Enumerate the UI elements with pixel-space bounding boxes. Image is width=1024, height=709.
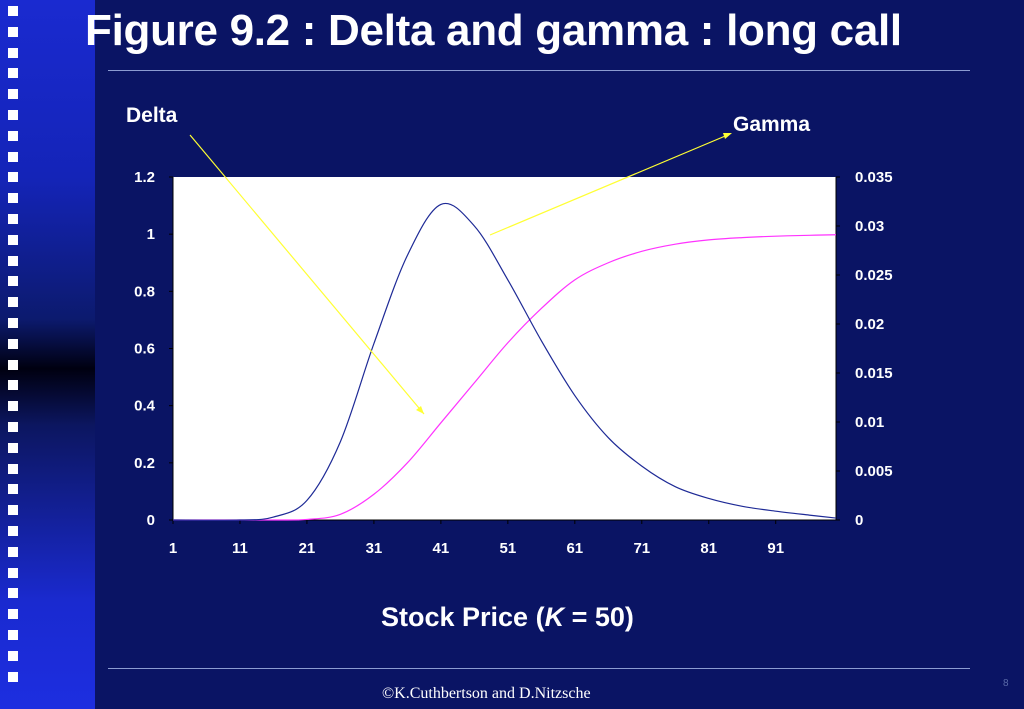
bullet-square — [8, 671, 18, 682]
bullet-square — [8, 609, 18, 620]
gamma-annotation-label: Gamma — [733, 113, 811, 136]
left-y-tick-label: 0.8 — [134, 283, 155, 300]
copyright-footer: ©K.Cuthbertson and D.Nitzsche — [382, 685, 591, 702]
bullet-square — [8, 276, 18, 287]
bullet-square — [8, 255, 18, 266]
page-number: 8 — [1003, 678, 1009, 689]
bullet-square — [8, 317, 18, 328]
x-tick-label: 81 — [700, 540, 717, 557]
right-y-tick-label: 0.015 — [855, 365, 893, 382]
bullet-square — [8, 380, 18, 391]
left-y-tick-label: 1 — [147, 226, 155, 243]
bullet-square — [8, 505, 18, 516]
right-y-tick-label: 0.005 — [855, 463, 893, 480]
x-axis-title-prefix: Stock Price ( — [381, 602, 545, 632]
x-tick-label: 51 — [500, 540, 517, 557]
right-y-tick-label: 0.03 — [855, 218, 884, 235]
bullet-square — [8, 546, 18, 557]
bullet-square — [8, 401, 18, 412]
gamma-series-line — [172, 202, 837, 521]
bottom-divider — [108, 668, 970, 669]
bullet-square — [8, 68, 18, 79]
bullet-square — [8, 6, 18, 16]
x-tick-label: 31 — [366, 540, 383, 557]
left-y-tick-label: 0 — [147, 512, 155, 529]
right-y-tick-label: 0.035 — [855, 169, 893, 186]
bullet-square — [8, 567, 18, 578]
x-tick-label: 41 — [433, 540, 450, 557]
left-y-tick-label: 1.2 — [134, 169, 155, 186]
gamma-arrow-line — [489, 133, 731, 236]
bullet-square — [8, 463, 18, 474]
bullet-square — [8, 650, 18, 661]
bullet-square — [8, 130, 18, 141]
x-tick-label: 1 — [169, 540, 177, 557]
decorative-sidebar — [0, 0, 95, 709]
x-tick-label: 11 — [232, 540, 248, 557]
x-tick-label: 71 — [633, 540, 650, 557]
bullet-square — [8, 359, 18, 370]
right-y-tick-label: 0 — [855, 512, 863, 529]
bullet-square — [8, 172, 18, 183]
bullet-square — [8, 421, 18, 432]
bullet-square — [8, 193, 18, 204]
axes: 0 0.2 0.4 0.6 0.8 1 1.2 0 0.005 0.01 0.015 0.02 0.02… — [134, 169, 892, 557]
bullet-square — [8, 588, 18, 599]
slide-title: Figure 9.2 : Delta and gamma : long call — [85, 6, 902, 55]
x-tick-label: 61 — [566, 540, 583, 557]
x-axis-title-variable: K — [544, 602, 565, 632]
right-y-tick-label: 0.01 — [855, 414, 884, 431]
x-axis-title: Stock Price (K = 50) — [381, 602, 634, 633]
left-y-tick-label: 0.6 — [134, 341, 155, 358]
left-y-tick-label: 0.4 — [134, 398, 156, 415]
series-layer — [172, 202, 837, 521]
bullet-square — [8, 109, 18, 120]
bullet-square — [8, 89, 18, 100]
bullet-square — [8, 484, 18, 495]
bullet-square — [8, 338, 18, 349]
gamma-arrowhead — [723, 133, 732, 139]
bullet-square — [8, 442, 18, 453]
bullet-square — [8, 234, 18, 245]
bullet-squares-column — [0, 6, 26, 706]
x-tick-label: 21 — [299, 540, 316, 557]
top-divider — [108, 70, 970, 71]
bullet-square — [8, 47, 18, 58]
right-y-tick-label: 0.025 — [855, 267, 893, 284]
bullet-square — [8, 213, 18, 224]
plot-area — [173, 177, 836, 520]
bullet-square — [8, 151, 18, 162]
bullet-square — [8, 525, 18, 536]
x-tick-label: 91 — [767, 540, 784, 557]
x-axis-title-suffix: = 50) — [564, 602, 634, 632]
delta-series-line — [173, 234, 837, 521]
right-y-tick-label: 0.02 — [855, 316, 884, 333]
delta-annotation-label: Delta — [126, 104, 178, 127]
left-y-tick-label: 0.2 — [134, 455, 155, 472]
bullet-square — [8, 629, 18, 640]
annotation-arrows — [189, 133, 732, 415]
bullet-square — [8, 297, 18, 308]
delta-arrow-line — [189, 134, 425, 415]
delta-arrowhead — [416, 406, 424, 414]
bullet-square — [8, 26, 18, 37]
